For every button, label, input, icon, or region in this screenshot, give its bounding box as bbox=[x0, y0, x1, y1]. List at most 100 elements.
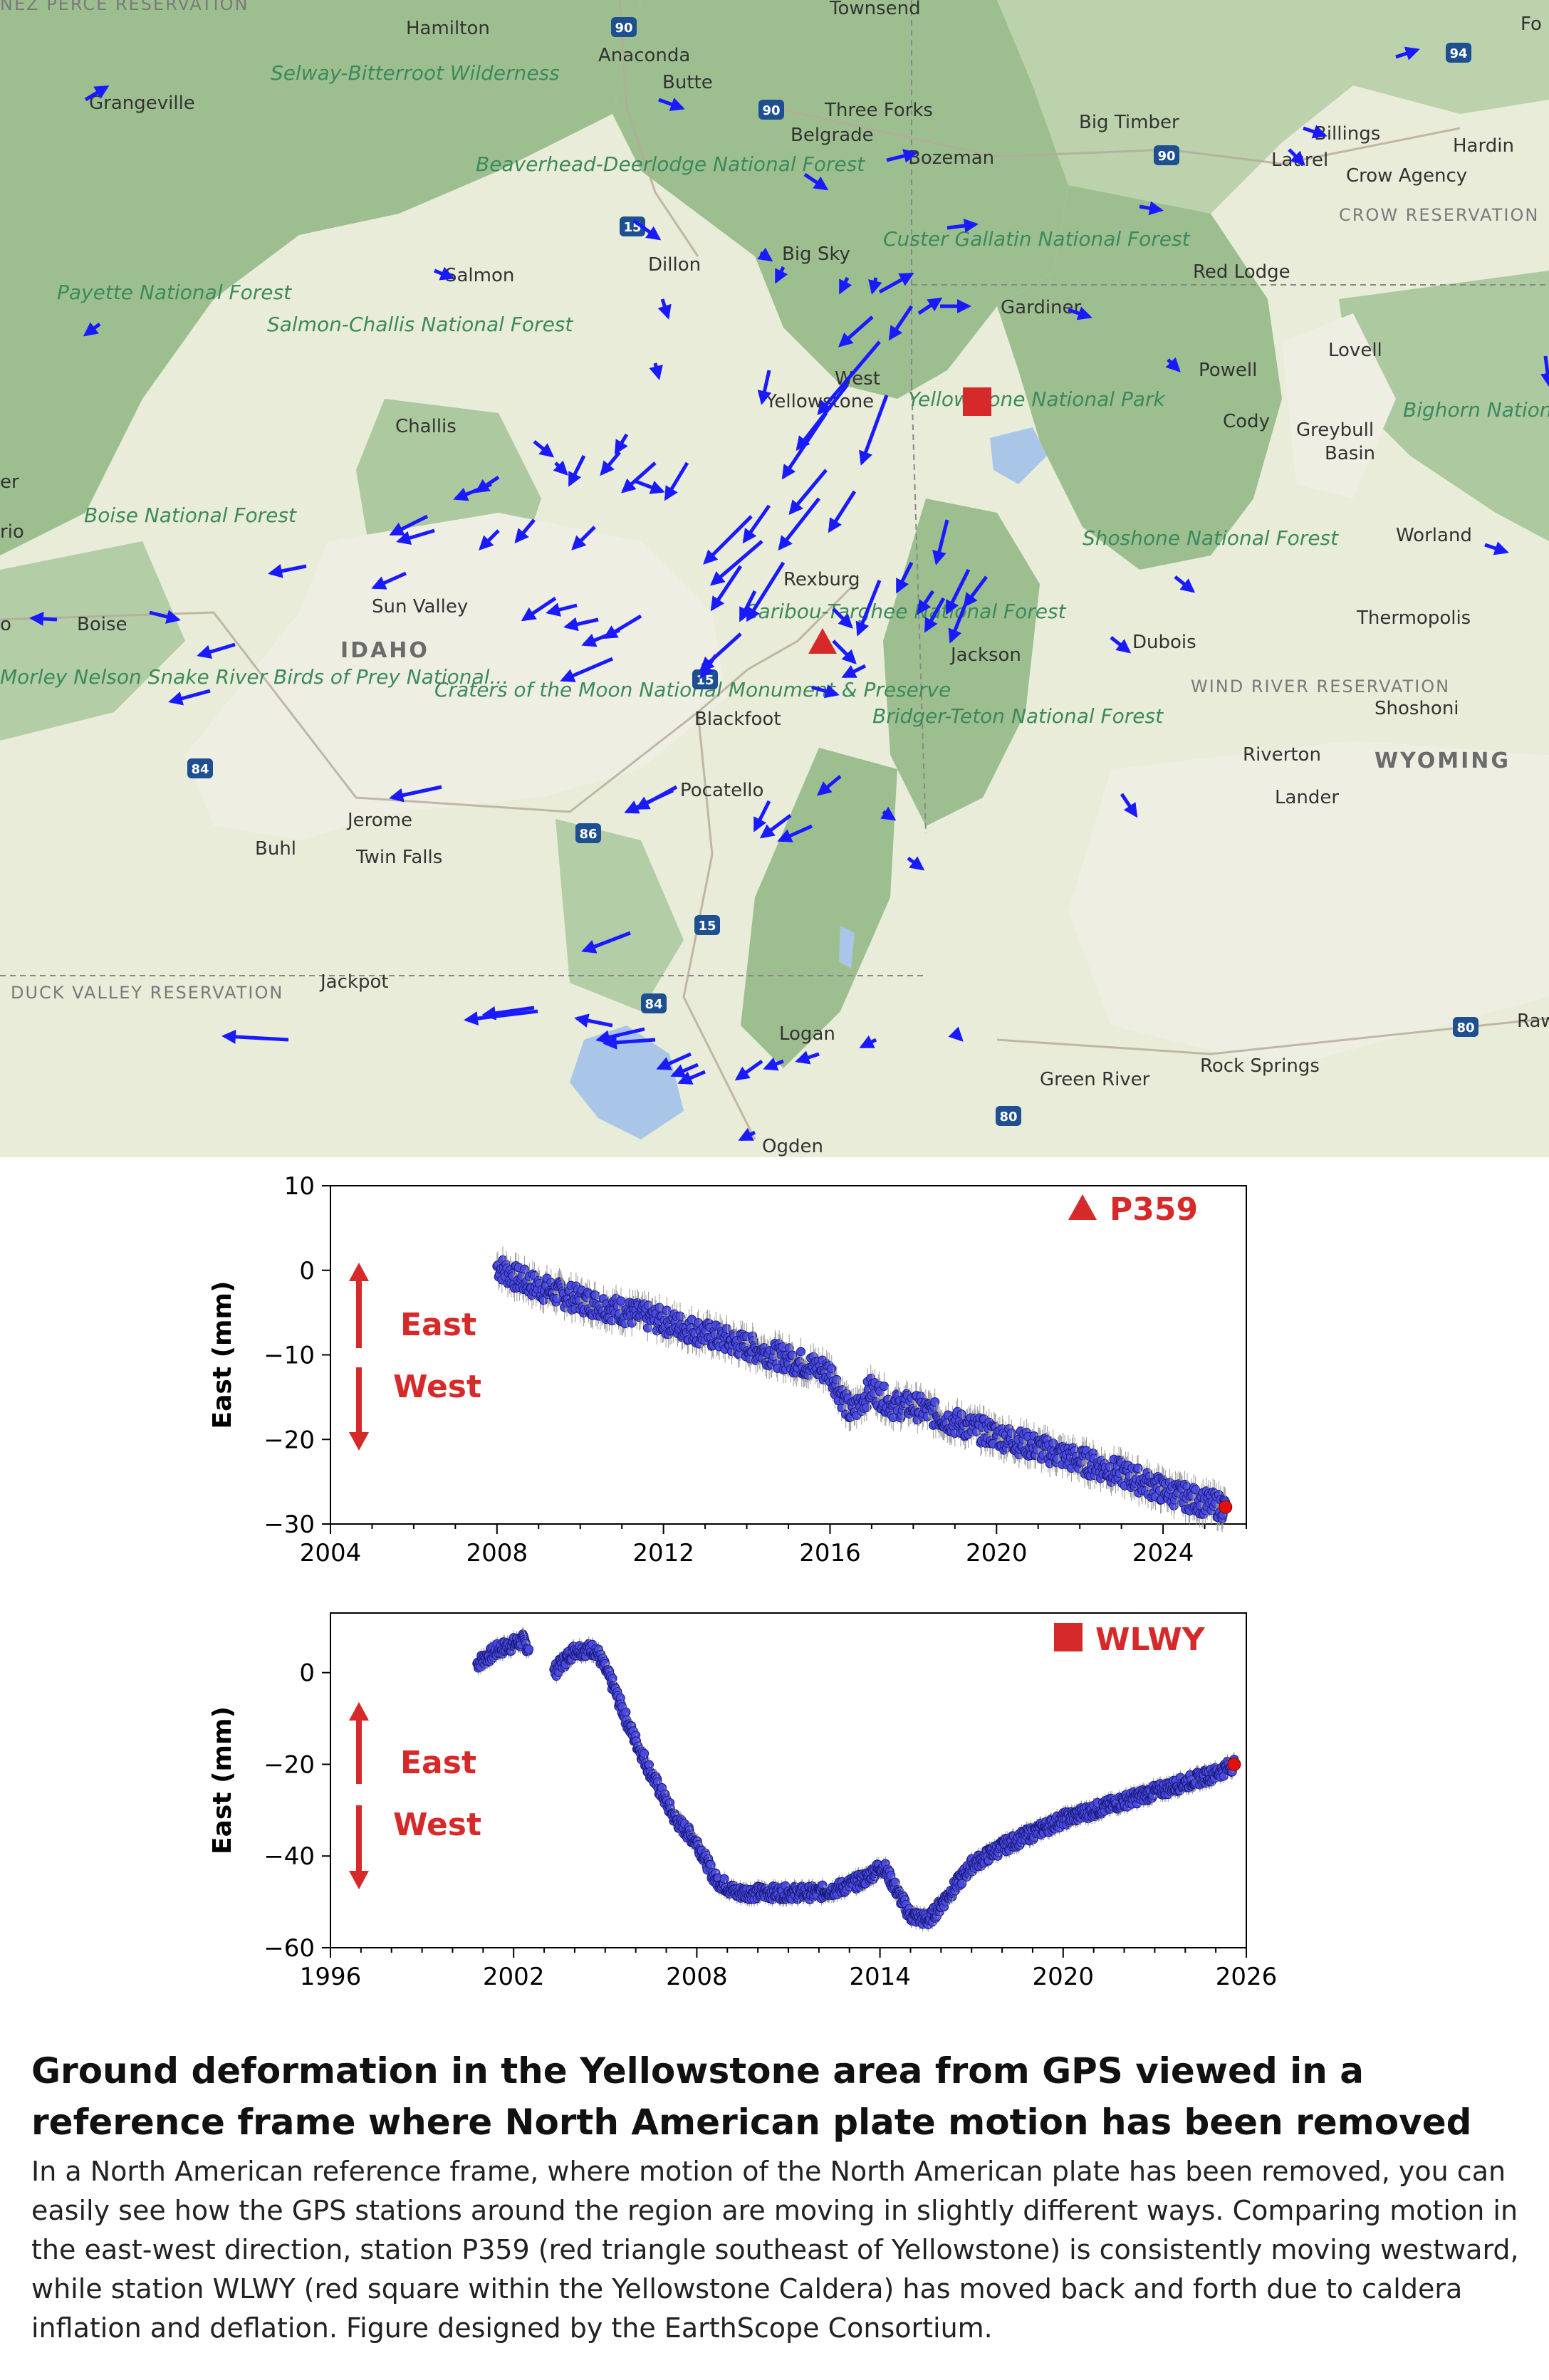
velocity-arrow bbox=[29, 611, 58, 626]
velocity-arrow bbox=[859, 395, 889, 466]
velocity-arrow bbox=[479, 529, 500, 550]
highway-shields: 90 90 90 94 15 15 15 84 84 86 80 80 bbox=[187, 17, 1478, 1126]
highway-shield: 90 bbox=[762, 103, 780, 118]
east-label: East bbox=[400, 1745, 476, 1781]
place-label: Ogden bbox=[762, 1136, 823, 1157]
velocity-arrow bbox=[746, 561, 786, 622]
velocity-arrow bbox=[924, 597, 946, 633]
data-point bbox=[956, 1879, 966, 1889]
velocity-arrow bbox=[757, 247, 773, 262]
data-point bbox=[519, 1264, 529, 1274]
velocity-arrow bbox=[396, 528, 435, 545]
place-label: Jackpot bbox=[319, 971, 389, 993]
velocity-arrow bbox=[521, 596, 557, 622]
velocity-arrow bbox=[886, 149, 918, 163]
place-label: Raw bbox=[1517, 1011, 1549, 1032]
caption-body: In a North American reference frame, whe… bbox=[31, 2156, 1519, 2344]
chart-p359: 10 0 −10 −20 −30 2004 2008 2012 2016 2020 2024 East… bbox=[0, 1157, 1549, 1570]
station-legend-label: P359 bbox=[1110, 1191, 1198, 1228]
place-label: Crow Agency bbox=[1346, 165, 1467, 187]
velocity-arrow bbox=[514, 518, 536, 544]
data-point bbox=[796, 1347, 806, 1357]
velocity-arrow bbox=[464, 1009, 538, 1026]
velocity-arrow bbox=[868, 277, 882, 295]
velocity-arrow bbox=[710, 565, 743, 612]
velocity-arrow bbox=[855, 580, 882, 637]
velocity-arrow bbox=[1395, 46, 1420, 61]
station-marker-p359[interactable] bbox=[808, 628, 837, 654]
region-label: Morley Nelson Snake River Birds of Prey … bbox=[0, 665, 508, 689]
place-label: Green River bbox=[1040, 1069, 1150, 1090]
water-layer bbox=[570, 427, 1047, 1139]
velocity-arrow bbox=[878, 272, 914, 294]
gps-velocity-map[interactable]: Hamilton Townsend Anaconda Butte Grangev… bbox=[0, 0, 1549, 1157]
velocity-arrow bbox=[1540, 355, 1549, 387]
x-tick-label: 2024 bbox=[1132, 1539, 1194, 1567]
region-label: Beaverhead-Deerlodge National Forest bbox=[476, 152, 865, 176]
velocity-arrow bbox=[832, 640, 857, 664]
velocity-arrow bbox=[624, 788, 674, 814]
region-label: Salmon-Challis National Forest bbox=[267, 313, 573, 336]
velocity-arrow bbox=[1139, 201, 1164, 216]
y-tick-label: 10 bbox=[284, 1172, 315, 1201]
region-label: Selway-Bitterroot Wilderness bbox=[271, 61, 560, 85]
highway-shield: 15 bbox=[698, 919, 716, 934]
velocity-arrow bbox=[453, 482, 492, 501]
station-marker-wlwy[interactable] bbox=[963, 387, 991, 416]
highway-shield: 80 bbox=[1456, 1021, 1474, 1035]
place-label: Yellowstone bbox=[765, 391, 874, 412]
place-label: Lovell bbox=[1328, 340, 1382, 361]
velocity-arrow bbox=[83, 322, 101, 337]
velocity-arrow bbox=[221, 1029, 289, 1044]
velocity-arrow bbox=[1303, 125, 1328, 139]
velocity-arrow bbox=[888, 305, 914, 341]
velocity-arrow bbox=[838, 276, 852, 295]
chart-wlwy: 0 −20 −40 −60 1996 2002 2008 2014 2020 2026 East (… bbox=[0, 1570, 1549, 1998]
place-label: Rock Springs bbox=[1200, 1055, 1320, 1077]
data-point bbox=[627, 1318, 637, 1328]
region-label: Shoshone National Forest bbox=[1083, 526, 1339, 550]
velocity-arrow bbox=[832, 607, 853, 629]
x-tick-label: 2012 bbox=[632, 1539, 694, 1567]
velocity-arrow bbox=[656, 1052, 692, 1070]
velocity-arrow bbox=[917, 297, 943, 315]
place-label: Big Sky bbox=[782, 244, 850, 265]
x-tick-label: 2020 bbox=[966, 1539, 1028, 1567]
region-label: Boise National Forest bbox=[84, 503, 297, 527]
place-label: Riverton bbox=[1243, 744, 1321, 766]
gps-velocity-arrows bbox=[29, 46, 1549, 1142]
velocity-arrow bbox=[895, 561, 914, 594]
data-point bbox=[862, 1402, 872, 1412]
place-label: Basin bbox=[1325, 443, 1375, 464]
y-tick-label: −60 bbox=[264, 1934, 315, 1963]
region-label: Custer Gallatin National Forest bbox=[883, 227, 1191, 251]
place-label: Twin Falls bbox=[355, 847, 442, 868]
velocity-arrow bbox=[948, 605, 967, 644]
place-label: Townsend bbox=[829, 0, 921, 19]
highway-shield: 86 bbox=[579, 827, 597, 842]
velocity-arrow bbox=[859, 1035, 877, 1049]
data-point bbox=[1006, 1428, 1016, 1438]
place-label: Worland bbox=[1396, 525, 1472, 546]
velocity-arrow bbox=[197, 642, 236, 659]
east-label: East bbox=[400, 1307, 476, 1343]
velocity-arrow bbox=[777, 824, 813, 842]
velocity-arrow bbox=[1165, 357, 1181, 372]
place-label: Belgrade bbox=[791, 125, 874, 146]
velocity-arrow bbox=[781, 412, 828, 480]
velocity-arrow bbox=[649, 362, 663, 380]
place-label: Buhl bbox=[255, 838, 296, 860]
velocity-arrow bbox=[1110, 636, 1132, 654]
velocity-arrow bbox=[84, 85, 110, 102]
velocity-arrow bbox=[560, 657, 613, 682]
region-label: Bridger-Teton National Forest bbox=[872, 704, 1164, 728]
place-label: Dubois bbox=[1132, 632, 1196, 653]
velocity-arrow bbox=[963, 575, 988, 608]
x-tick-label: 2008 bbox=[466, 1539, 528, 1567]
place-label: Hardin bbox=[1453, 135, 1514, 157]
place-label: Anaconda bbox=[598, 45, 690, 66]
velocity-arrow bbox=[1120, 793, 1138, 818]
reservation-label: NEZ PERCE RESERVATION bbox=[0, 0, 249, 14]
station-legend-label: WLWY bbox=[1095, 1622, 1206, 1658]
velocity-arrow bbox=[841, 664, 867, 679]
